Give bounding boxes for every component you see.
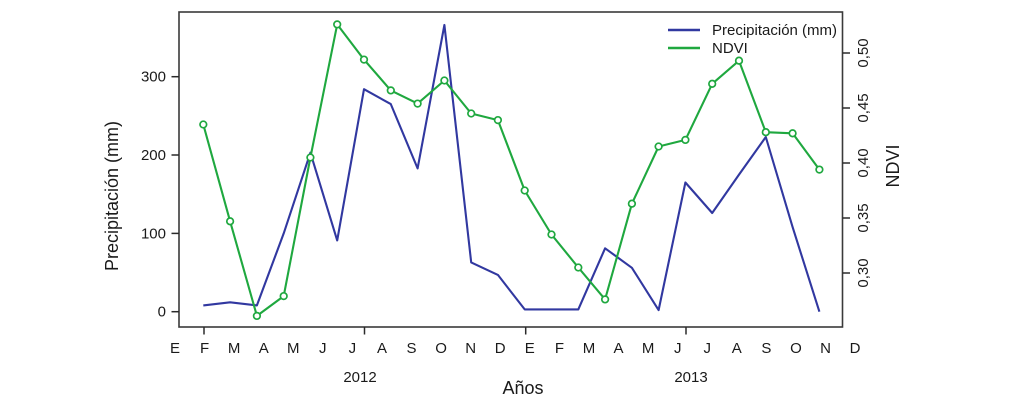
right-axis-tick-label: 0,40 [855, 148, 872, 177]
x-month-label: J [674, 340, 682, 357]
ndvi-marker [306, 153, 315, 162]
ndvi-marker [600, 295, 610, 304]
x-month-label: F [200, 340, 209, 357]
year-label-2012: 2012 [343, 369, 376, 386]
legend-label-ndvi: NDVI [712, 40, 748, 57]
ndvi-marker [734, 56, 744, 65]
ndvi-marker [252, 311, 262, 321]
right-axis-tick-label: 0,45 [855, 93, 872, 122]
ndvi-marker [708, 79, 717, 88]
left-axis-tick-label: 300 [141, 69, 166, 86]
x-month-label: S [406, 340, 416, 357]
ndvi-marker [225, 217, 235, 226]
x-month-label: M [287, 340, 300, 357]
ndvi-marker [815, 165, 824, 174]
x-month-label: M [228, 340, 241, 357]
x-month-label: J [349, 340, 357, 357]
ndvi-marker [467, 109, 476, 118]
left-axis-tick-label: 0 [158, 304, 166, 321]
ndvi-marker [413, 99, 422, 108]
ndvi-marker [493, 115, 503, 125]
x-month-label: F [555, 340, 564, 357]
x-month-label: N [820, 340, 831, 357]
ndvi-marker [761, 128, 770, 137]
x-month-label: D [850, 340, 861, 357]
x-axis-title: Años [502, 378, 543, 398]
x-month-label: J [703, 340, 711, 357]
ndvi-marker [574, 263, 583, 272]
x-month-label: O [435, 340, 447, 357]
left-axis-tick-label: 200 [141, 147, 166, 164]
ndvi-marker [627, 199, 637, 208]
x-month-label: S [761, 340, 771, 357]
ndvi-marker [359, 55, 369, 64]
ndvi-line [202, 23, 821, 317]
year-label-2013: 2013 [674, 369, 707, 386]
ndvi-marker [547, 230, 556, 239]
ndvi-marker [386, 86, 395, 95]
x-month-label: M [642, 340, 655, 357]
x-month-label: J [319, 340, 327, 357]
ndvi-marker [788, 129, 797, 138]
right-axis-tick-label: 0,30 [855, 258, 872, 287]
precipitation-line [203, 23, 821, 313]
ndvi-marker [520, 186, 529, 195]
right-axis-tick-label: 0,50 [855, 38, 872, 67]
x-month-label: A [259, 340, 269, 357]
x-month-label: E [525, 340, 535, 357]
ndvi-marker [440, 76, 449, 85]
right-axis-title: NDVI [883, 144, 903, 187]
left-axis-title: Precipitación (mm) [102, 121, 122, 271]
x-month-label: A [377, 340, 387, 357]
ndvi-marker [681, 135, 690, 145]
left-axis-tick-label: 100 [141, 225, 166, 242]
ndvi-marker [279, 291, 288, 301]
x-month-label: M [583, 340, 596, 357]
x-month-label: E [170, 340, 180, 357]
x-month-label: N [465, 340, 476, 357]
plot-border [178, 11, 844, 328]
ndvi-marker [333, 20, 342, 29]
right-axis-tick-label: 0,35 [855, 203, 872, 232]
x-month-label: O [790, 340, 802, 357]
ndvi-marker [654, 142, 663, 151]
legend-label-precipitation: Precipitación (mm) [712, 22, 837, 39]
x-month-label: A [613, 340, 623, 357]
x-month-label: A [732, 340, 742, 357]
legend: Precipitación (mm) NDVI [668, 22, 837, 57]
ndvi-marker [199, 120, 208, 129]
x-month-label: D [495, 340, 506, 357]
